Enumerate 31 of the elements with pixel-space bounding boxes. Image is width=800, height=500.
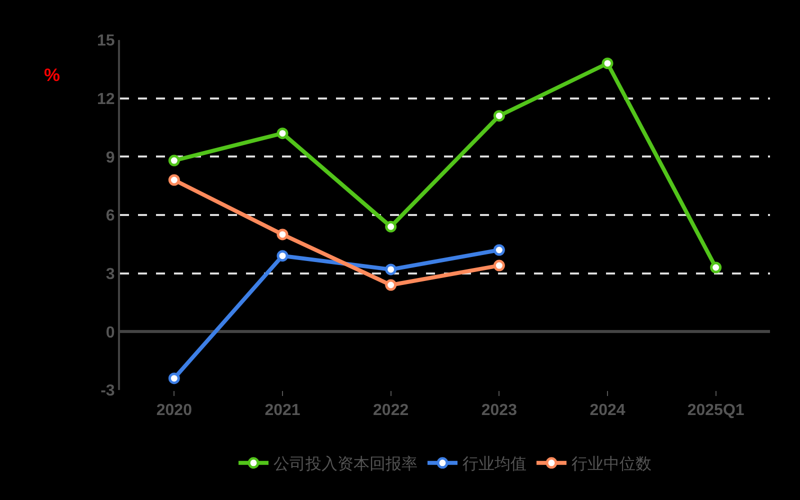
x-tick-label: 2020 [156,402,192,420]
y-tick-label: -3 [100,382,115,400]
x-tick-label: 2023 [481,402,518,420]
point [493,260,505,272]
point [710,262,722,274]
y-tick-label: 12 [97,90,115,108]
y-tick-label: 6 [106,208,115,225]
x-tick-label: 2025Q1 [687,402,744,420]
x-tick-label: 2021 [264,402,300,420]
point [168,174,180,186]
point [276,128,288,140]
y-axis-title: % [44,65,60,85]
point [493,110,505,122]
point [493,244,505,256]
x-tick-label: 2022 [373,402,409,420]
point [385,279,397,291]
y-tick-label: 0 [106,324,115,342]
point [276,250,288,262]
legend-label: 公司投入资本回报率 [274,455,418,474]
point [602,58,614,70]
point [276,228,288,240]
legend-label: 行业均值 [462,455,526,474]
point [385,220,397,232]
y-tick-label: 9 [106,149,115,166]
point [168,372,180,384]
y-tick-label: 3 [106,266,115,283]
point [385,264,397,276]
legend-label: 行业中位数 [572,455,652,474]
point [168,154,180,166]
x-tick-label: 2024 [590,402,626,420]
y-tick-label: 15 [97,32,115,50]
